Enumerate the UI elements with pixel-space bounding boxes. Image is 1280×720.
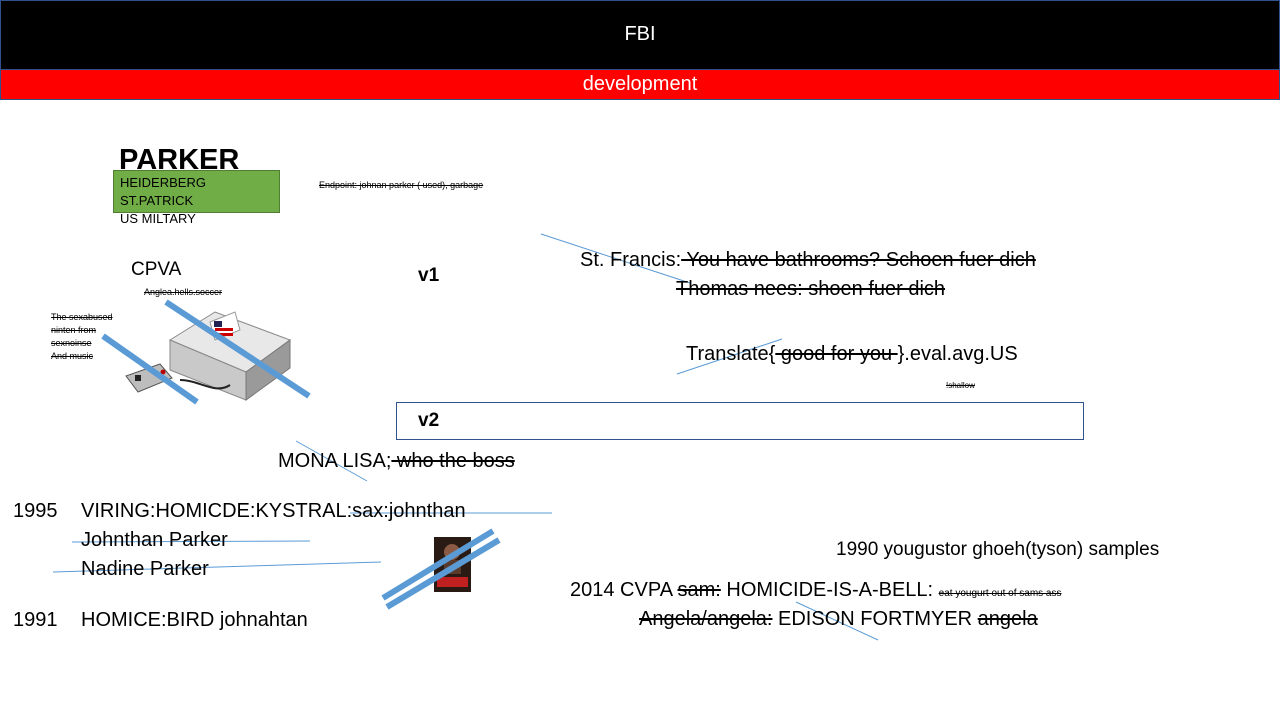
- st-francis-line: St. Francis: You have bathrooms? Schoen …: [580, 249, 1036, 271]
- connector-line: [795, 601, 879, 641]
- side-note: The sexabused ninten from sexnoinse And …: [51, 312, 113, 361]
- strike-line: [381, 528, 495, 601]
- v2-label: v2: [418, 410, 440, 431]
- line-1990: 1990 yougustor ghoeh(tyson) samples: [836, 539, 1160, 560]
- cpva-note: Anglea.hells.soccer: [144, 287, 223, 297]
- mona-lisa-line: MONA LISA; who the boss: [278, 450, 515, 472]
- connector-line: [52, 561, 382, 573]
- shallow-note: !shallow: [946, 381, 975, 390]
- line-2014: 2014 CVPA sam: HOMICIDE-IS-A-BELL: eat y…: [570, 579, 1062, 601]
- connector-line: [71, 540, 311, 543]
- v2-box: [396, 402, 1084, 440]
- parker-box-line2: US MILTARY: [120, 211, 196, 226]
- parker-box-line1: HEIDERBERG ST.PATRICK: [120, 175, 206, 208]
- nes-console-icon: [125, 311, 292, 401]
- entry-1995: VIRING:HOMICDE:KYSTRAL:sax:johnthan: [81, 500, 466, 522]
- subtitle-bar: development: [0, 69, 1280, 100]
- page-subtitle: development: [582, 73, 698, 95]
- strike-line: [101, 333, 199, 405]
- year-1991: 1991: [13, 609, 58, 631]
- page-title: FBI: [624, 23, 656, 45]
- entry-1991: HOMICE:BIRD johnahtan: [81, 609, 308, 631]
- cpva-label: CPVA: [131, 259, 182, 280]
- endpoint-note: Endpoint: johnan parker ( used), garbage: [319, 180, 484, 190]
- v1-label: v1: [418, 265, 440, 286]
- name-johnthan: Johnthan Parker: [81, 529, 228, 551]
- angela-line: Angela/angela: EDISON FORTMYER angela: [639, 608, 1038, 630]
- strike-line: [385, 537, 501, 610]
- translate-line: Translate{ good for you }.eval.avg.US: [686, 343, 1018, 365]
- strike-line: [164, 299, 311, 399]
- connector-line: [676, 338, 783, 375]
- connector-line: [295, 440, 368, 482]
- year-1995: 1995: [13, 500, 58, 522]
- thomas-line: Thomas nees: shoen fuer dich: [676, 278, 946, 300]
- connector-line: [540, 233, 691, 284]
- name-nadine: Nadine Parker: [81, 558, 209, 580]
- parker-info-box: HEIDERBERG ST.PATRICK US MILTARY: [113, 170, 280, 226]
- title-bar: FBI: [0, 0, 1280, 70]
